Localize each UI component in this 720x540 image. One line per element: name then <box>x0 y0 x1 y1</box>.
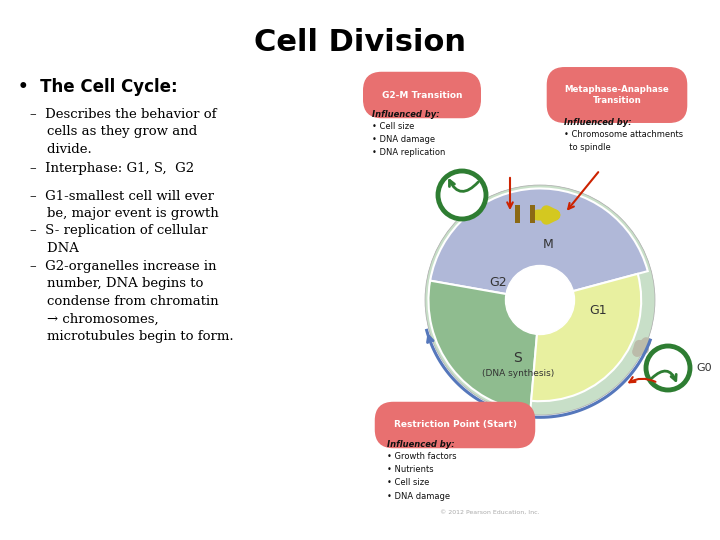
Text: Metaphase-Anaphase
Transition: Metaphase-Anaphase Transition <box>564 85 670 105</box>
Text: Restriction Point (Start): Restriction Point (Start) <box>394 421 516 429</box>
Text: Cell Division: Cell Division <box>254 28 466 57</box>
Circle shape <box>425 185 655 415</box>
Bar <box>530 205 535 223</box>
Text: •  The Cell Cycle:: • The Cell Cycle: <box>18 78 178 96</box>
Text: G0: G0 <box>696 363 711 373</box>
Text: Influenced by:: Influenced by: <box>387 440 454 449</box>
Text: G1: G1 <box>589 303 607 316</box>
Wedge shape <box>430 188 648 300</box>
Bar <box>515 205 520 223</box>
Text: M: M <box>543 239 554 252</box>
Text: • Growth factors
• Nutrients
• Cell size
• DNA damage: • Growth factors • Nutrients • Cell size… <box>387 452 456 501</box>
Text: –  Interphase: G1, S,  G2: – Interphase: G1, S, G2 <box>30 162 194 175</box>
Circle shape <box>438 171 486 219</box>
Text: –  S- replication of cellular
    DNA: – S- replication of cellular DNA <box>30 224 207 254</box>
Text: © 2012 Pearson Education, Inc.: © 2012 Pearson Education, Inc. <box>440 510 540 515</box>
Text: –  G2-organelles increase in
    number, DNA begins to
    condense from chromat: – G2-organelles increase in number, DNA … <box>30 260 233 343</box>
Wedge shape <box>531 274 642 401</box>
Text: • Cell size
• DNA damage
• DNA replication: • Cell size • DNA damage • DNA replicati… <box>372 122 446 157</box>
Text: –  G1-smallest cell will ever
    be, major event is growth: – G1-smallest cell will ever be, major e… <box>30 190 219 220</box>
Text: Influenced by:: Influenced by: <box>372 110 440 119</box>
Text: S: S <box>513 351 523 365</box>
Circle shape <box>646 346 690 390</box>
Text: –  Describes the behavior of
    cells as they grow and
    divide.: – Describes the behavior of cells as the… <box>30 108 217 156</box>
Text: • Chromosome attachments
  to spindle: • Chromosome attachments to spindle <box>564 130 683 152</box>
Wedge shape <box>428 281 540 411</box>
Text: G2-M Transition: G2-M Transition <box>382 91 462 99</box>
Text: Influenced by:: Influenced by: <box>564 118 631 127</box>
Text: G2: G2 <box>489 275 507 288</box>
Text: (DNA synthesis): (DNA synthesis) <box>482 368 554 377</box>
Circle shape <box>505 266 575 334</box>
